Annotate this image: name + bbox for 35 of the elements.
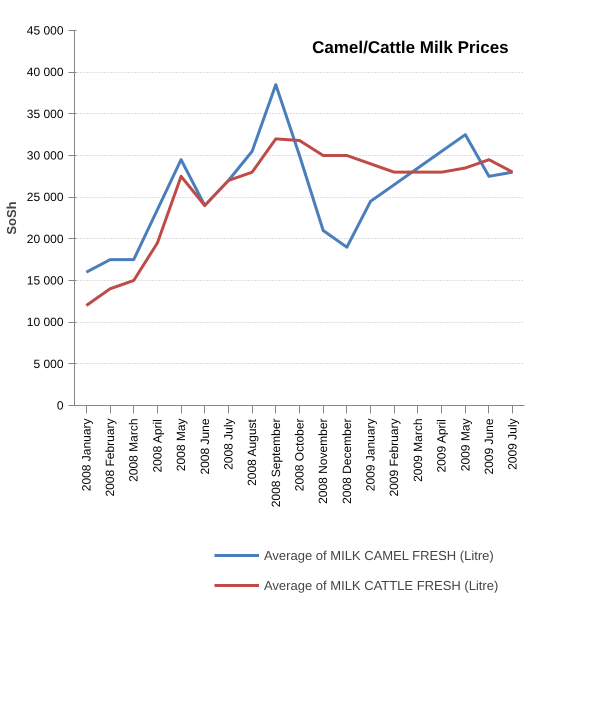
x-tick-label: 2008 January: [79, 418, 94, 492]
x-tick-label: 2008 May: [174, 418, 188, 472]
x-tick-label: 2008 November: [316, 418, 330, 504]
y-tick-label: 5 000: [33, 356, 64, 371]
x-tick-label: 2008 October: [292, 418, 306, 492]
y-axis-title: SoSh: [4, 201, 19, 235]
legend-label: Average of MILK CATTLE FRESH (Litre): [264, 578, 498, 592]
x-tick-label: 2008 April: [150, 419, 164, 473]
y-tick-label: 25 000: [26, 190, 64, 204]
x-tick-label: 2008 June: [198, 418, 212, 475]
x-tick-label: 2009 April: [434, 419, 449, 473]
y-tick-label: 35 000: [26, 106, 64, 121]
x-tick-label: 2008 July: [221, 418, 236, 470]
x-tick-label: 2009 May: [458, 418, 472, 472]
x-tick-label: 2009 March: [410, 418, 425, 482]
y-tick-label: 10 000: [26, 315, 64, 330]
legend-label: Average of MILK CAMEL FRESH (Litre): [264, 548, 494, 562]
x-tick-label: 2009 February: [387, 418, 402, 497]
y-tick-label: 20 000: [26, 232, 64, 246]
x-tick-label: 2009 June: [482, 418, 496, 475]
chart-title: Camel/Cattle Milk Prices: [312, 38, 509, 57]
x-tick-label: 2008 August: [245, 418, 260, 486]
line-series: [84, 137, 514, 307]
x-tick-label: 2009 January: [364, 418, 378, 492]
y-tick-label: 15 000: [26, 274, 64, 288]
line-series: [84, 83, 514, 274]
x-tick-label: 2008 March: [126, 418, 141, 482]
y-tick-label: 45 000: [26, 24, 64, 38]
x-tick-label: 2009 July: [506, 418, 520, 470]
y-tick-label: 40 000: [26, 65, 64, 80]
y-tick-label: 0: [56, 398, 64, 412]
x-tick-label: 2008 December: [340, 418, 354, 504]
x-tick-label: 2008 September: [268, 418, 283, 508]
x-tick-label: 2008 February: [103, 418, 118, 497]
y-tick-label: 30 000: [26, 148, 64, 162]
